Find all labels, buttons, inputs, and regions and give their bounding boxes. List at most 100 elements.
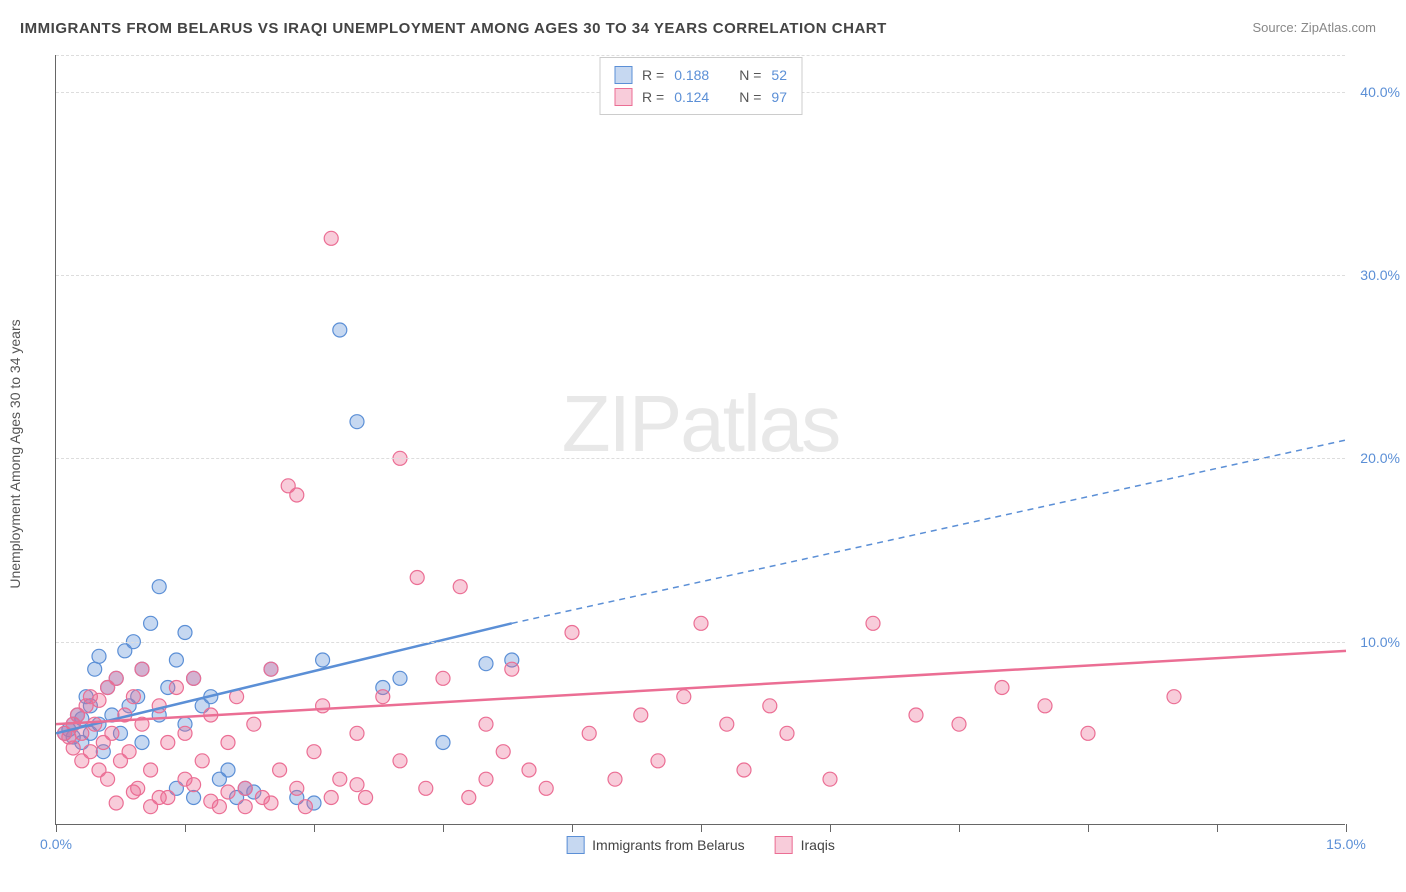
data-point (350, 778, 364, 792)
data-point (238, 781, 252, 795)
data-point (419, 781, 433, 795)
data-point (109, 796, 123, 810)
data-point (1167, 690, 1181, 704)
swatch-blue-icon (614, 66, 632, 84)
source-attribution: Source: ZipAtlas.com (1252, 20, 1376, 35)
data-point (677, 690, 691, 704)
data-point (264, 662, 278, 676)
data-point (83, 745, 97, 759)
n-label-2: N = (739, 89, 761, 105)
legend-row-iraqis: R = 0.124 N = 97 (614, 86, 787, 108)
n-label: N = (739, 67, 761, 83)
data-point (221, 763, 235, 777)
swatch-blue-icon (566, 836, 584, 854)
data-point (479, 657, 493, 671)
data-point (187, 671, 201, 685)
x-tick-label: 0.0% (40, 836, 72, 852)
data-point (823, 772, 837, 786)
r-value-belarus: 0.188 (674, 67, 709, 83)
data-point (221, 785, 235, 799)
data-point (479, 772, 493, 786)
data-point (462, 791, 476, 805)
data-point (273, 763, 287, 777)
data-point (161, 736, 175, 750)
data-point (410, 571, 424, 585)
data-point (169, 681, 183, 695)
data-point (204, 794, 218, 808)
data-point (763, 699, 777, 713)
data-point (144, 616, 158, 630)
data-point (496, 745, 510, 759)
data-point (316, 653, 330, 667)
r-value-iraqis: 0.124 (674, 89, 709, 105)
data-point (522, 763, 536, 777)
data-point (109, 671, 123, 685)
data-point (393, 671, 407, 685)
data-point (290, 781, 304, 795)
data-point (1038, 699, 1052, 713)
data-point (195, 754, 209, 768)
data-point (737, 763, 751, 777)
plot-area: ZIPatlas R = 0.188 N = 52 R = 0.124 N = … (55, 55, 1345, 825)
data-point (92, 649, 106, 663)
data-point (376, 690, 390, 704)
correlation-legend: R = 0.188 N = 52 R = 0.124 N = 97 (599, 57, 802, 115)
data-point (135, 736, 149, 750)
data-point (178, 726, 192, 740)
y-tick-label: 10.0% (1360, 634, 1400, 650)
data-point (316, 699, 330, 713)
data-point (651, 754, 665, 768)
data-point (178, 626, 192, 640)
data-point (350, 415, 364, 429)
chart-title: IMMIGRANTS FROM BELARUS VS IRAQI UNEMPLO… (20, 20, 887, 37)
data-point (909, 708, 923, 722)
data-point (152, 580, 166, 594)
n-value-belarus: 52 (771, 67, 787, 83)
data-point (101, 772, 115, 786)
data-point (135, 662, 149, 676)
data-point (359, 791, 373, 805)
y-tick-label: 30.0% (1360, 267, 1400, 283)
data-point (187, 791, 201, 805)
legend-label-iraqis: Iraqis (801, 837, 835, 853)
data-point (479, 717, 493, 731)
data-point (694, 616, 708, 630)
swatch-pink-icon (775, 836, 793, 854)
data-point (66, 741, 80, 755)
swatch-pink-icon (614, 88, 632, 106)
data-point (247, 717, 261, 731)
data-point (436, 671, 450, 685)
data-point (565, 626, 579, 640)
data-point (307, 745, 321, 759)
data-point (264, 796, 278, 810)
data-point (720, 717, 734, 731)
regression-line-extrapolated (512, 440, 1346, 623)
data-point (105, 726, 119, 740)
data-point (290, 488, 304, 502)
y-tick-label: 40.0% (1360, 84, 1400, 100)
y-tick-label: 20.0% (1360, 450, 1400, 466)
data-point (505, 662, 519, 676)
data-point (539, 781, 553, 795)
data-point (393, 754, 407, 768)
r-label-2: R = (642, 89, 664, 105)
n-value-iraqis: 97 (771, 89, 787, 105)
data-point (324, 231, 338, 245)
data-point (126, 785, 140, 799)
legend-row-belarus: R = 0.188 N = 52 (614, 64, 787, 86)
data-point (298, 800, 312, 814)
data-point (144, 763, 158, 777)
data-point (333, 323, 347, 337)
data-point (952, 717, 966, 731)
legend-label-belarus: Immigrants from Belarus (592, 837, 744, 853)
data-point (238, 800, 252, 814)
legend-item-belarus: Immigrants from Belarus (566, 836, 744, 854)
data-point (144, 800, 158, 814)
data-point (88, 662, 102, 676)
data-point (126, 690, 140, 704)
plot-svg (56, 55, 1345, 824)
series-legend: Immigrants from Belarus Iraqis (566, 836, 835, 854)
data-point (122, 745, 136, 759)
data-point (187, 778, 201, 792)
data-point (436, 736, 450, 750)
